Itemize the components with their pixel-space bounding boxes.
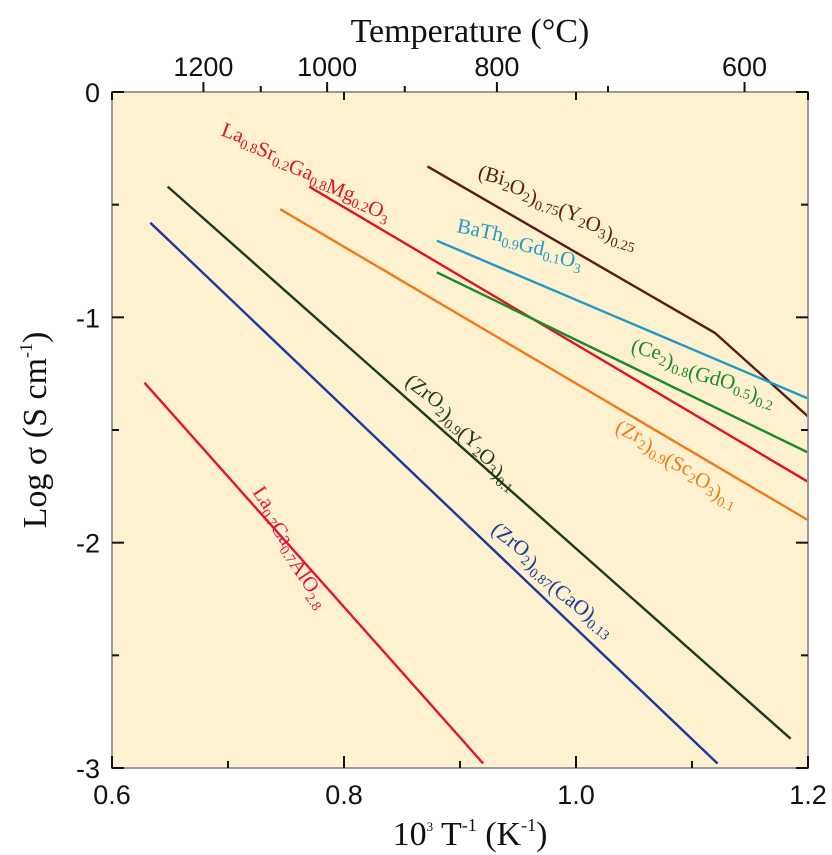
x-tick-label: 0.8 — [325, 780, 363, 810]
top-axis-title: Temperature (°C) — [351, 13, 590, 50]
series-layer — [143, 165, 809, 765]
series-line-1 — [308, 185, 809, 483]
top-tick-label: 1200 — [173, 52, 233, 82]
y-tick-label: -3 — [76, 754, 100, 784]
top-tick-label: 1000 — [297, 52, 357, 82]
y-tick-label: -1 — [76, 303, 100, 333]
x-tick-label: 0.6 — [93, 780, 131, 810]
series-line-3 — [436, 271, 809, 454]
plot-area — [112, 92, 808, 768]
series-label-1: La0.8Sr0.2Ga0.8Mg0.2O3 — [210, 117, 402, 229]
y-axis-title: Log σ (S cm-1) — [16, 332, 54, 529]
series-line-7 — [143, 381, 485, 765]
series-line-4 — [279, 208, 809, 522]
series-line-6 — [149, 221, 719, 765]
y-tick-label: -2 — [76, 529, 100, 559]
series-line-5 — [166, 185, 792, 740]
top-tick-label: 800 — [474, 52, 519, 82]
top-tick-label: 600 — [722, 52, 767, 82]
series-label-0: (Bi2O2)0.75(Y2O3)0.25 — [468, 160, 646, 257]
x-axis-title: 103 T-1 (K-1) — [393, 815, 548, 853]
y-tick-label: 0 — [85, 78, 100, 108]
series-line-2 — [436, 239, 809, 400]
ticks-layer: 0.6 0.8 1.0 1.2 0 -1 -2 -3 1200 1000 800 600 — [76, 52, 827, 810]
series-line-0 — [426, 165, 809, 418]
x-tick-label: 1.2 — [789, 780, 827, 810]
x-tick-label: 1.0 — [557, 780, 595, 810]
